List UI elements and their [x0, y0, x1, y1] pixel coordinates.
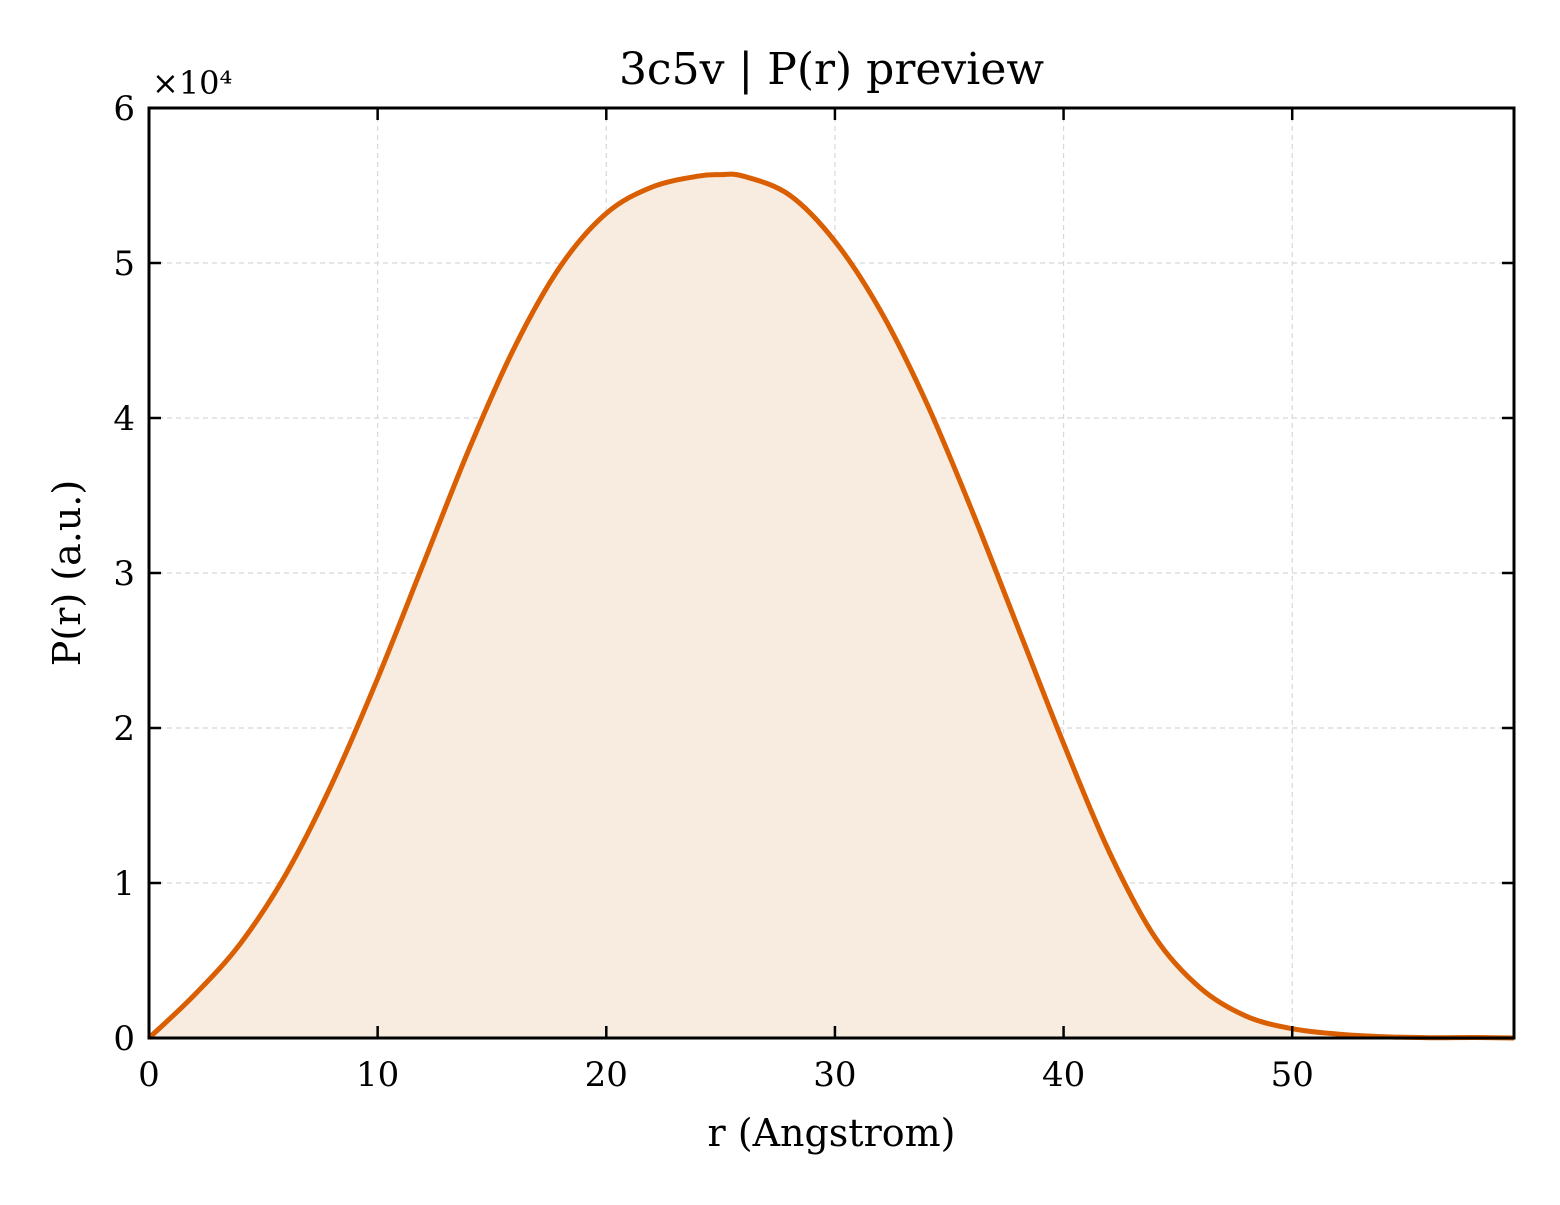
y-tick-label: 5: [113, 244, 135, 284]
x-tick-label: 30: [813, 1055, 856, 1095]
x-tick-label: 10: [356, 1055, 399, 1095]
x-tick-label: 50: [1271, 1055, 1314, 1095]
chart-title: 3c5v | P(r) preview: [619, 44, 1044, 95]
y-scale-multiplier: ×10⁴: [152, 64, 232, 102]
y-tick-label: 6: [113, 89, 135, 129]
x-tick-label: 20: [585, 1055, 628, 1095]
x-tick-label: 40: [1042, 1055, 1085, 1095]
x-axis-label: r (Angstrom): [708, 1111, 956, 1155]
y-tick-label: 0: [113, 1019, 135, 1059]
pr-series-line: [147, 171, 1515, 1041]
y-tick-label: 2: [113, 709, 135, 749]
y-tick-label: 3: [113, 554, 135, 594]
x-tick-label: 0: [138, 1055, 160, 1095]
pr-area-fill: [149, 174, 1514, 1039]
axis-ticks: 0 10 20 30 40 50 0 1 2 3 4 5 6: [113, 89, 1514, 1095]
plot-area: [147, 171, 1515, 1041]
y-tick-label: 4: [113, 399, 135, 439]
y-tick-label: 1: [113, 864, 135, 904]
y-axis-label: P(r) (a.u.): [45, 480, 89, 666]
